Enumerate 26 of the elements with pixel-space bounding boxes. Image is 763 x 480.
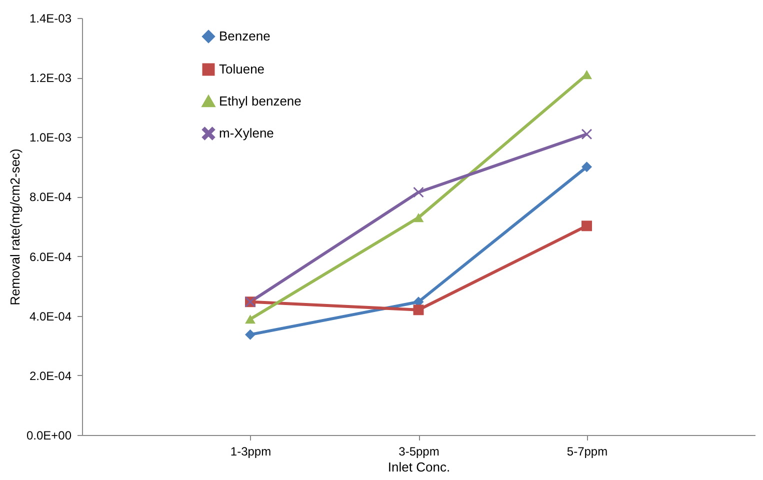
- point: [245, 314, 256, 324]
- legend-label: Benzene: [219, 28, 270, 44]
- x-tick-label: 3-5ppm: [398, 444, 440, 458]
- y-tick-label: 1.0E-03: [29, 130, 72, 145]
- point: [582, 70, 592, 80]
- point: [245, 329, 256, 340]
- y-axis-title: Removal rate(mg/cm2-sec): [7, 148, 22, 306]
- x-axis-title: Inlet Conc.: [388, 460, 450, 474]
- legend-label: m-Xylene: [219, 126, 274, 140]
- point: [582, 220, 592, 232]
- point: [582, 128, 592, 140]
- y-tick-label: 2.0E-04: [29, 368, 72, 383]
- y-tick-label: 1.2E-03: [29, 71, 72, 86]
- x-tick-label: 1-3ppm: [230, 444, 272, 458]
- y-tick-label: 4.0E-04: [29, 309, 72, 324]
- point: [413, 304, 424, 316]
- x-tick-label: 5-7ppm: [566, 444, 608, 458]
- y-tick-label: 1.4E-03: [29, 12, 72, 26]
- legend-label: Toluene: [219, 62, 265, 76]
- point: [582, 162, 592, 172]
- y-tick-label: 8.0E-04: [29, 190, 72, 204]
- point: [413, 213, 424, 222]
- y-tick-label: 6.0E-04: [29, 250, 72, 264]
- legend-label: Ethyl benzene: [219, 94, 302, 108]
- point: [413, 187, 424, 198]
- y-tick-label: 0.0E+00: [26, 428, 72, 442]
